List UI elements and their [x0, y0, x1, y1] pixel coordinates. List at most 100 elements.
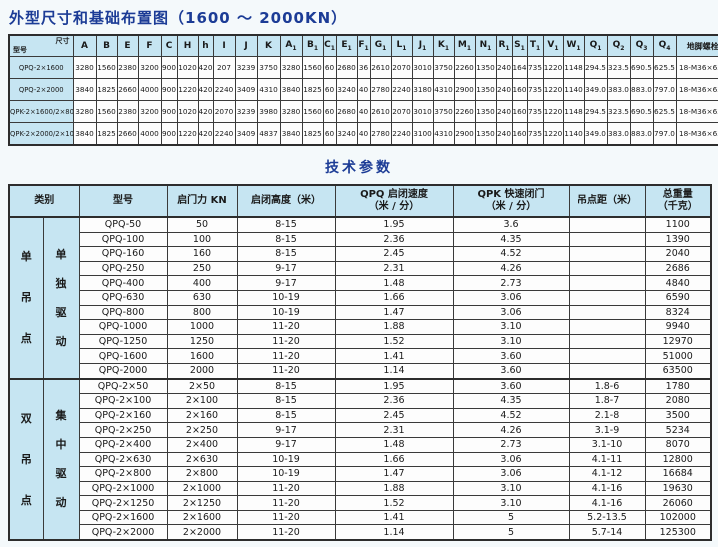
model-cell: QPQ-2×250 — [78, 422, 168, 438]
column-header: 总重量 （千克） — [644, 184, 712, 218]
force-cell: 100 — [166, 231, 238, 248]
height-cell: 11-20 — [236, 319, 336, 335]
column-header: C1 — [322, 34, 337, 57]
force-cell: 1000 — [166, 319, 238, 335]
force-cell: 160 — [166, 246, 238, 262]
row-label-model: QPQ-2×2000 — [8, 78, 74, 101]
qpq-speed-cell: 2.31 — [334, 260, 454, 277]
span-cell: 1.8-6 — [568, 378, 646, 395]
cell: 1350 — [474, 122, 497, 146]
table-row: QPQ-2000 2000 11-20 1.14 3.60 63500 — [9, 362, 712, 380]
cell: 1140 — [562, 78, 585, 101]
qpk-speed-cell: 3.10 — [452, 495, 570, 511]
table-row: QPQ-630 630 10-19 1.66 3.06 6590 — [9, 289, 712, 306]
column-header: Q3 — [629, 34, 654, 57]
weight-cell: 2686 — [644, 260, 712, 277]
weight-cell: 2080 — [644, 393, 712, 409]
model-cell: QPQ-2×400 — [78, 436, 168, 453]
height-cell: 11-20 — [236, 495, 336, 511]
cell: 4310 — [256, 78, 281, 101]
category-char: 吊 — [20, 452, 32, 466]
column-header: W1 — [562, 34, 585, 57]
column-header: Q4 — [652, 34, 677, 57]
height-cell: 11-20 — [236, 333, 336, 350]
column-header: Q1 — [583, 34, 608, 57]
cell: 3239 — [234, 100, 258, 123]
cell: 240 — [495, 78, 513, 101]
column-header: F1 — [356, 34, 371, 57]
table-row: QPQ-800 800 10-19 1.47 3.06 8324 — [9, 304, 712, 321]
table-row: QPQ-2×1600 3280 1560 2380 3200 900 1020 420 207 3… — [8, 56, 718, 79]
cell: 2240 — [212, 78, 236, 101]
table-row: QPQ-2×2000 2×2000 11-20 1.14 5 5.7-14 125300 — [9, 524, 712, 541]
cell: 383.0 — [606, 122, 631, 146]
height-cell: 8-15 — [236, 407, 336, 424]
table-row: QPQ-400 400 9-17 1.48 2.73 4840 — [9, 275, 712, 291]
cell: 40 — [356, 122, 371, 146]
cell: 3280 — [279, 100, 303, 123]
cell: 1148 — [562, 100, 585, 123]
weight-cell: 1390 — [644, 231, 712, 248]
cell: 4310 — [432, 78, 455, 101]
qpq-speed-cell: 1.14 — [334, 362, 454, 380]
weight-cell: 9940 — [644, 319, 712, 335]
cell: 1220 — [542, 100, 564, 123]
column-header: H — [176, 34, 199, 57]
column-header: I — [212, 34, 236, 57]
cell: 3280 — [72, 100, 97, 123]
qpk-speed-cell: 3.10 — [452, 333, 570, 350]
height-cell: 10-19 — [236, 451, 336, 468]
cell: 1220 — [176, 78, 199, 101]
model-cell: QPQ-1000 — [78, 319, 168, 335]
category-char: 双 — [20, 411, 32, 425]
cell: 3280 — [72, 56, 97, 79]
column-header: G1 — [369, 34, 392, 57]
column-header: QPQ 启闭速度 （米 / 分） — [334, 184, 454, 218]
weight-cell: 1100 — [644, 216, 712, 233]
table-row: QPQ-160 160 8-15 2.45 4.52 2040 — [9, 246, 712, 262]
drive-char: 动 — [55, 334, 67, 348]
qpq-speed-cell: 1.47 — [334, 466, 454, 482]
cell: 1148 — [562, 56, 585, 79]
span-cell: 4.1-16 — [568, 480, 646, 497]
cell: 3750 — [432, 100, 455, 123]
cell: 2780 — [369, 78, 392, 101]
span-cell: 4.1-16 — [568, 495, 646, 511]
column-header: V1 — [542, 34, 564, 57]
height-cell: 9-17 — [236, 436, 336, 453]
qpq-speed-cell: 1.48 — [334, 436, 454, 453]
qpk-speed-cell: 3.6 — [452, 216, 570, 233]
drive-label: 集中驱动 — [42, 378, 80, 541]
column-header: R1 — [495, 34, 513, 57]
qpq-speed-cell: 2.36 — [334, 393, 454, 409]
weight-cell: 4840 — [644, 275, 712, 291]
column-header: K1 — [432, 34, 455, 57]
height-cell: 9-17 — [236, 422, 336, 438]
cell: 60 — [322, 78, 337, 101]
tech-table-header: 类别 型号 启门力 KN 启闭高度（米） QPQ 启闭速度 （米 / 分） QPK 快速闭… — [8, 184, 712, 218]
cell: 2260 — [453, 56, 476, 79]
model-cell: QPQ-1600 — [78, 348, 168, 364]
cell: 323.5 — [606, 56, 631, 79]
cell: 3180 — [411, 78, 434, 101]
cell: 60 — [322, 56, 337, 79]
table-row: QPQ-2×1000 2×1000 11-20 1.88 3.10 4.1-16 19630 — [9, 480, 712, 497]
qpq-speed-cell: 1.66 — [334, 289, 454, 306]
table-row: QPQ-1600 1600 11-20 1.41 3.60 51000 — [9, 348, 712, 364]
qpq-speed-cell: 1.47 — [334, 304, 454, 321]
qpk-speed-cell: 4.52 — [452, 407, 570, 424]
cell: 900 — [160, 122, 178, 146]
cell: 3280 — [279, 56, 303, 79]
cell: 60 — [322, 100, 337, 123]
cell: 2240 — [390, 122, 413, 146]
cell: 3240 — [335, 122, 358, 146]
column-header: N1 — [474, 34, 497, 57]
cell: 3840 — [279, 78, 303, 101]
weight-cell: 8070 — [644, 436, 712, 453]
span-cell: 4.1-12 — [568, 466, 646, 482]
cell: 3980 — [256, 100, 281, 123]
qpk-speed-cell: 3.06 — [452, 466, 570, 482]
qpq-speed-cell: 1.48 — [334, 275, 454, 291]
table-row: 双吊点集中驱动 QPQ-2×50 2×50 8-15 1.95 3.60 1.8-6 1780 — [8, 378, 712, 541]
